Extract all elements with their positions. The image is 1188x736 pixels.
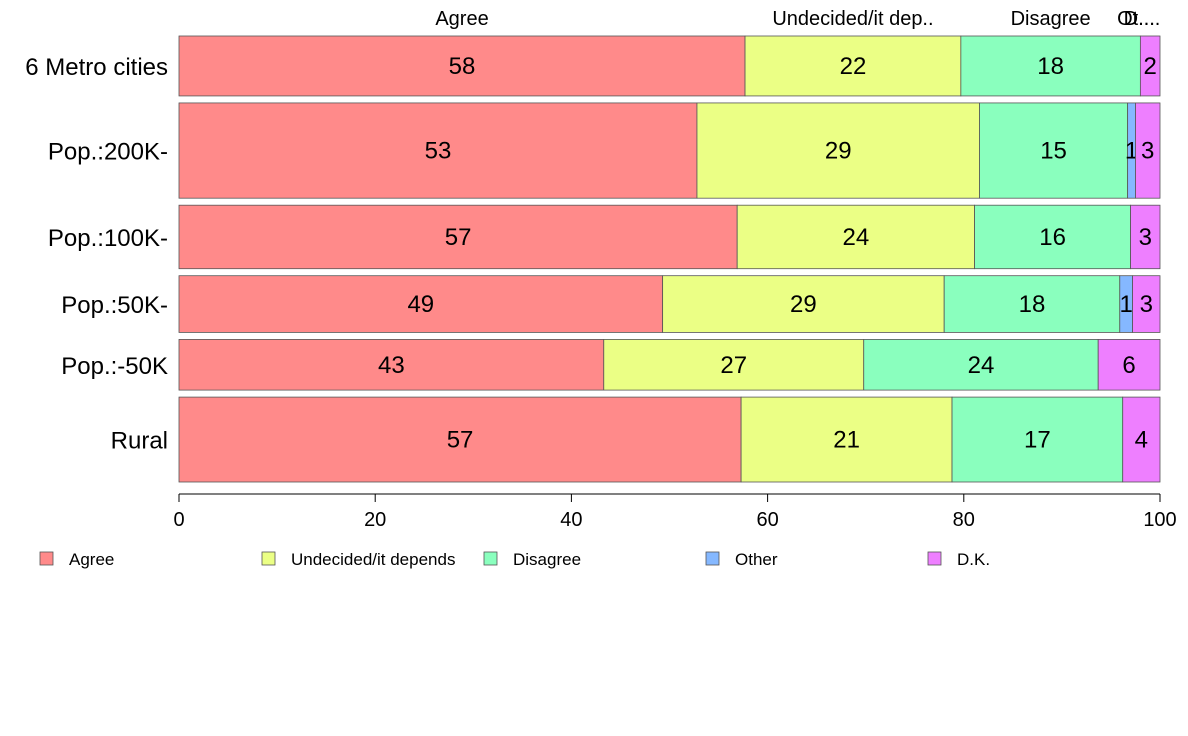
legend-swatch-disagree [483, 551, 498, 566]
data-label-pop-50k-undecided-it-depends: 27 [720, 352, 747, 379]
legend-item-agree: Agree [39, 550, 114, 569]
x-tick-label-100: 100 [1143, 509, 1176, 531]
legend-label-disagree: Disagree [513, 550, 581, 569]
legend-item-disagree: Disagree [483, 550, 581, 569]
bar-row-6-metro-cities: 58 22 18 2 [178, 35, 1161, 97]
bar-segment-rural-undecided-it-depends [740, 396, 953, 483]
data-label-pop-50k-other: 1 [1119, 291, 1132, 318]
legend-label-agree: Agree [69, 550, 114, 569]
bar-segment-pop-200k-undecided-it-depends [696, 102, 980, 199]
legend-label-d-k: D.K. [957, 550, 990, 569]
row-label-6-metro-cities: 6 Metro cities [25, 54, 168, 81]
top-label-agree: Agree [435, 8, 488, 30]
bar-segment-pop-50k-d-k [1097, 339, 1161, 391]
row-label-pop-100k: Pop.:100K- [48, 225, 168, 252]
row-label-pop-200k: Pop.:200K- [48, 139, 168, 166]
data-label-6-metro-cities-undecided-it-depends: 22 [840, 53, 867, 80]
bar-segment-pop-50k-disagree [943, 275, 1121, 333]
bar-segment-pop-200k-disagree [979, 102, 1129, 199]
data-label-pop-200k-agree: 53 [425, 138, 452, 165]
bar-row-pop-200k: 53 29 15 1 3 [178, 102, 1161, 199]
x-tick-label-60: 60 [756, 509, 778, 531]
data-label-rural-disagree: 17 [1024, 427, 1051, 454]
data-label-pop-50k-d-k: 6 [1122, 352, 1135, 379]
bar-segment-pop-50k-agree [178, 339, 605, 391]
bar-segment-pop-50k-agree [178, 275, 664, 333]
bar-segment-pop-100k-d-k [1130, 204, 1161, 270]
bar-row-pop-50k: 49 29 18 1 3 [178, 275, 1161, 333]
bar-segment-pop-50k-undecided-it-depends [662, 275, 945, 333]
bar-rows: 58 22 18 253 29 15 1 357 24 16 349 29 18 1 343 27 24 657 2… [178, 35, 1161, 483]
legend: Agree Undecided/it depends Disagree Other D.… [39, 550, 990, 569]
legend-swatch-d-k [927, 551, 942, 566]
bar-row-pop-50k: 43 27 24 6 [178, 339, 1161, 391]
bar-segment-rural-d-k [1122, 396, 1161, 483]
row-label-pop-50k: Pop.:-50K [61, 353, 168, 380]
top-category-labels: Agree Undecided/it dep.. Disagree Ot...D...… [435, 8, 1160, 30]
data-label-rural-undecided-it-depends: 21 [833, 427, 860, 454]
x-tick-label-0: 0 [173, 509, 184, 531]
bar-segment-pop-50k-undecided-it-depends [603, 339, 865, 391]
legend-swatch-undecided-it-depends [261, 551, 276, 566]
data-label-pop-200k-disagree: 15 [1040, 138, 1067, 165]
data-label-pop-100k-agree: 57 [445, 224, 472, 251]
x-tick-label-80: 80 [953, 509, 975, 531]
data-label-pop-50k-agree: 43 [378, 352, 405, 379]
bar-segment-rural-disagree [951, 396, 1124, 483]
row-label-pop-50k: Pop.:50K- [61, 292, 168, 319]
bar-segment-pop-50k-disagree [863, 339, 1099, 391]
x-tick-label-40: 40 [560, 509, 582, 531]
bar-segment-pop-100k-agree [178, 204, 738, 270]
top-label-other: Ot... [1117, 8, 1155, 30]
row-labels: 6 Metro cities Pop.:200K- Pop.:100K- Pop.:5… [25, 54, 168, 455]
data-label-6-metro-cities-d-k: 2 [1144, 53, 1157, 80]
legend-swatch-agree [39, 551, 54, 566]
bar-segment-pop-50k-d-k [1132, 275, 1161, 333]
legend-item-undecided-it-depends: Undecided/it depends [261, 550, 455, 569]
bar-segment-pop-200k-d-k [1135, 102, 1161, 199]
legend-item-other: Other [705, 550, 778, 569]
data-label-rural-d-k: 4 [1135, 427, 1148, 454]
data-label-6-metro-cities-disagree: 18 [1037, 53, 1064, 80]
bar-row-pop-100k: 57 24 16 3 [178, 204, 1161, 270]
data-label-pop-50k-disagree: 18 [1019, 291, 1046, 318]
bar-segment-pop-200k-agree [178, 102, 698, 199]
data-label-pop-100k-disagree: 16 [1039, 224, 1066, 251]
x-axis: 0 20 40 60 80 100 [173, 493, 1177, 531]
top-label-undecided-it-depends: Undecided/it dep.. [772, 8, 933, 30]
data-label-pop-50k-agree: 49 [407, 291, 434, 318]
top-label-disagree: Disagree [1011, 8, 1091, 30]
legend-label-other: Other [735, 550, 778, 569]
bar-segment-rural-agree [178, 396, 742, 483]
bar-row-rural: 57 21 17 4 [178, 396, 1161, 483]
data-label-pop-50k-d-k: 3 [1140, 291, 1153, 318]
data-label-rural-agree: 57 [447, 427, 474, 454]
data-label-pop-100k-d-k: 3 [1139, 224, 1152, 251]
bar-segment-6-metro-cities-undecided-it-depends [744, 35, 962, 97]
data-label-pop-200k-d-k: 3 [1141, 138, 1154, 165]
legend-item-d-k: D.K. [927, 550, 990, 569]
data-label-6-metro-cities-agree: 58 [449, 53, 476, 80]
x-tick-label-20: 20 [364, 509, 386, 531]
bar-segment-pop-100k-undecided-it-depends [736, 204, 975, 270]
data-label-pop-200k-undecided-it-depends: 29 [825, 138, 852, 165]
row-label-rural: Rural [111, 428, 168, 455]
legend-swatch-other [705, 551, 720, 566]
data-label-pop-50k-undecided-it-depends: 29 [790, 291, 817, 318]
data-label-pop-200k-other: 1 [1125, 138, 1138, 165]
data-label-pop-100k-undecided-it-depends: 24 [843, 224, 870, 251]
legend-label-undecided-it-depends: Undecided/it depends [291, 550, 455, 569]
bar-segment-6-metro-cities-d-k [1139, 35, 1161, 97]
data-label-pop-50k-disagree: 24 [968, 352, 995, 379]
top-label-d-k: D.... [1124, 8, 1161, 30]
